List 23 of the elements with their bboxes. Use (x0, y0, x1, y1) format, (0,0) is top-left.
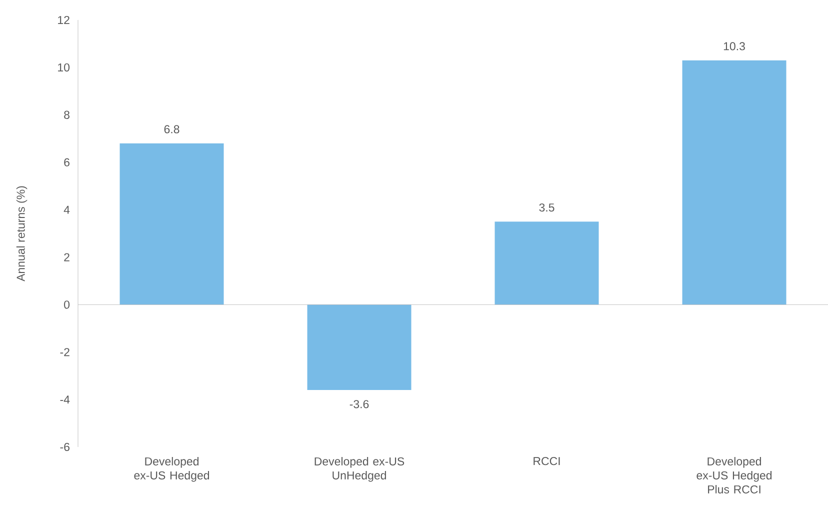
x-tick-label: RCCI (534, 457, 560, 466)
bar (494, 222, 599, 305)
y-tick-label: -6 (60, 442, 70, 452)
x-tick-label: Developed ex-US UnHedged (314, 457, 404, 482)
data-label: -3.6 (350, 400, 369, 408)
x-tick-label: Developed ex-US Hedged Plus RCCI (696, 457, 772, 494)
data-label: 6.8 (164, 125, 180, 134)
y-tick-label: 6 (64, 158, 70, 166)
y-tick-label: 12 (58, 16, 70, 24)
bar (120, 143, 224, 305)
x-tick-label: Developed ex-US Hedged (134, 457, 210, 482)
bar (682, 60, 786, 305)
y-tick-label: 10 (58, 63, 70, 72)
bar (307, 304, 412, 390)
y-tick-label: 4 (64, 206, 70, 214)
data-label: 3.5 (539, 203, 554, 212)
y-tick-label: -4 (60, 396, 70, 404)
data-label: 10.3 (724, 42, 745, 50)
y-tick-label: 8 (64, 110, 70, 119)
y-tick-label: -2 (60, 348, 70, 356)
y-tick-label: 2 (64, 253, 70, 262)
y-axis-title: Annual returns (%) (16, 186, 28, 282)
y-tick-label: 0 (64, 300, 70, 309)
